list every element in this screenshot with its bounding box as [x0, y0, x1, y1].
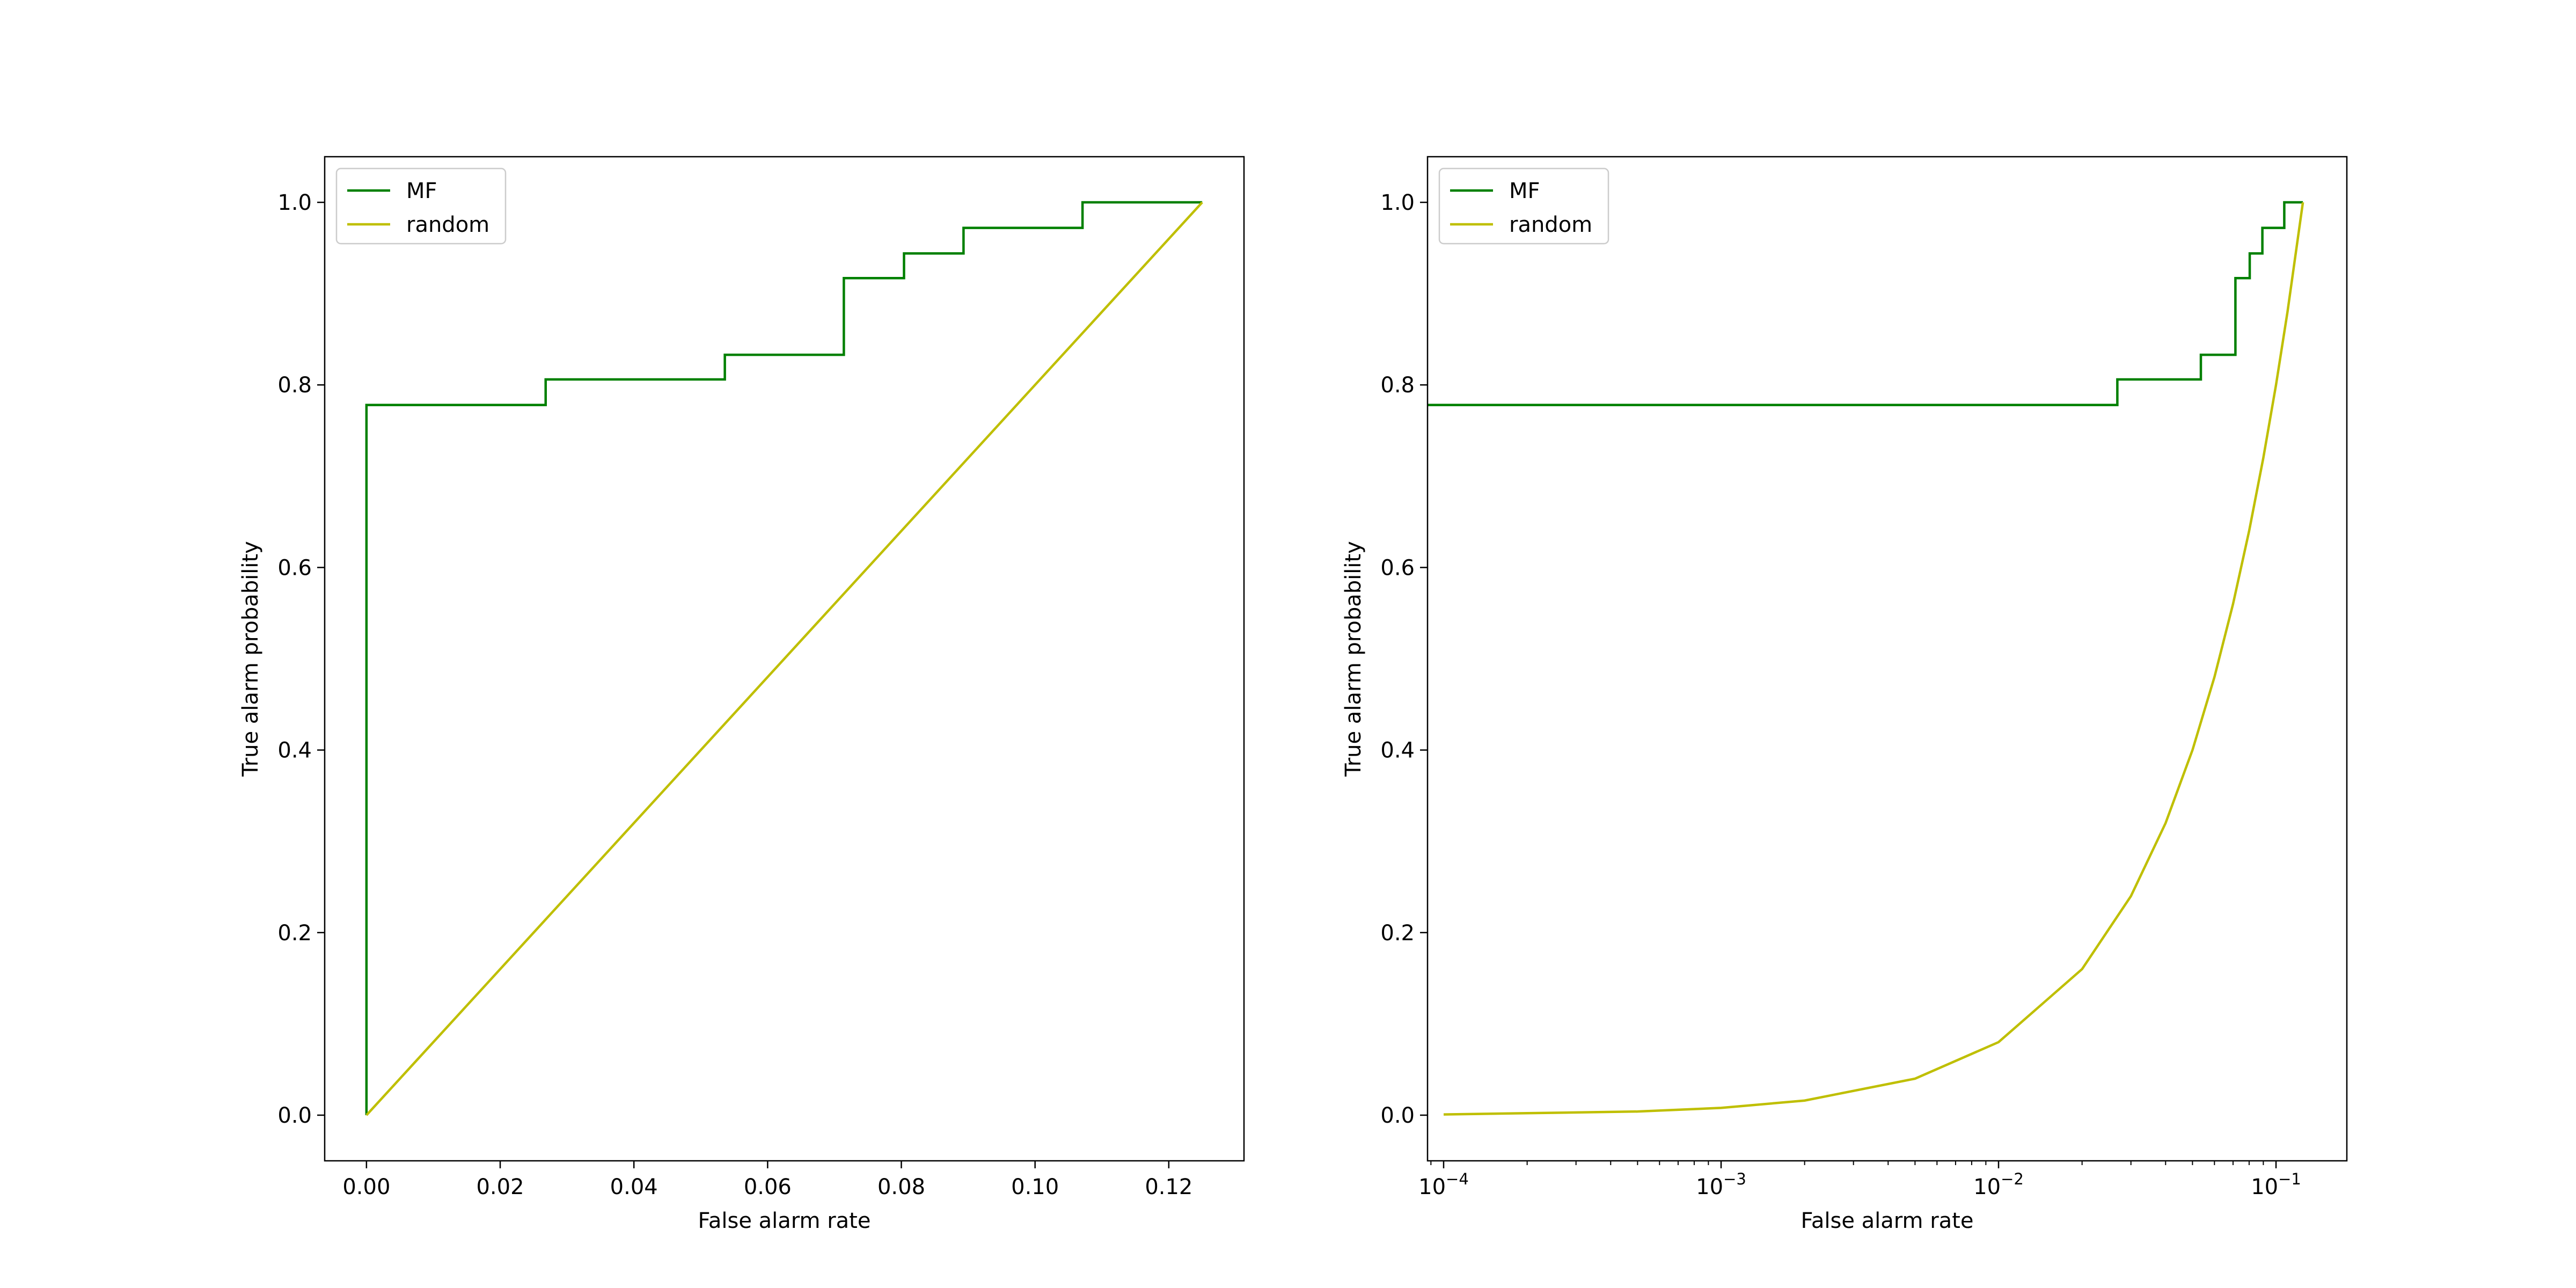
x-tick-label: 0.04: [610, 1175, 658, 1199]
x-tick-label-base: 10: [2251, 1175, 2278, 1199]
y-tick-label: 0.0: [277, 1103, 312, 1128]
x-axis-title: False alarm rate: [698, 1209, 871, 1233]
y-tick-label: 0.2: [1380, 921, 1415, 946]
x-tick-label-base: 10: [1696, 1175, 1723, 1199]
x-tick-label-exponent: −3: [1723, 1170, 1746, 1188]
x-tick-label: 10−1: [2251, 1170, 2301, 1199]
legend-label-mf: MF: [406, 179, 437, 203]
y-tick-label: 0.4: [1380, 738, 1415, 763]
x-tick-label-exponent: −2: [2001, 1170, 2024, 1188]
x-tick-label: 0.00: [342, 1175, 390, 1199]
series-line-mf: [365, 201, 1203, 1115]
y-tick-label: 0.2: [277, 921, 312, 946]
y-tick-label: 1.0: [277, 191, 312, 215]
x-tick-label: 0.08: [877, 1175, 925, 1199]
x-tick-label: 10−4: [1418, 1170, 1469, 1199]
x-tick-label: 0.02: [476, 1175, 524, 1199]
legend-label-mf: MF: [1509, 179, 1540, 203]
axes-frame: [324, 156, 1245, 1162]
series-line-random: [365, 201, 1203, 1116]
right-chart-panel: 0.00.20.40.60.81.010−4 10−3 10−2 10−1False …: [1341, 156, 2348, 1233]
y-tick-label: 0.0: [1380, 1103, 1415, 1128]
x-tick-label-exponent: −4: [1446, 1170, 1469, 1188]
y-axis-title: True alarm probability: [238, 541, 263, 777]
x-axis-title: False alarm rate: [1801, 1209, 1974, 1233]
left-chart-panel: 0.0 0.2 0.4 0.6 0.8 1.0 0.00 0.02 0.04 0.06 0.08 0.…: [238, 156, 1245, 1233]
x-tick-label-base: 10: [1418, 1175, 1446, 1199]
y-tick-label: 0.6: [277, 555, 312, 580]
series-line-random: [1443, 202, 2304, 1116]
y-tick-label: 0.8: [277, 373, 312, 398]
y-tick-label: 0.6: [1380, 555, 1415, 580]
legend-label-random: random: [406, 213, 489, 237]
x-tick-label: 0.10: [1011, 1175, 1059, 1199]
x-tick-label: 0.12: [1145, 1175, 1192, 1199]
legend-label-random: random: [1509, 213, 1592, 237]
axes-frame: [1426, 156, 2348, 1162]
x-tick-label-exponent: −1: [2278, 1170, 2301, 1188]
y-tick-label: 0.8: [1380, 373, 1415, 398]
x-tick-label-base: 10: [1973, 1175, 2001, 1199]
x-tick-label: 0.06: [744, 1175, 792, 1199]
y-tick-label: 1.0: [1380, 191, 1415, 215]
y-axis-title: True alarm probability: [1341, 541, 1366, 777]
series-line-mf: [1428, 201, 2303, 406]
x-tick-label: 10−2: [1973, 1170, 2024, 1199]
x-tick-label: 10−3: [1696, 1170, 1746, 1199]
y-tick-label: 0.4: [277, 738, 312, 763]
